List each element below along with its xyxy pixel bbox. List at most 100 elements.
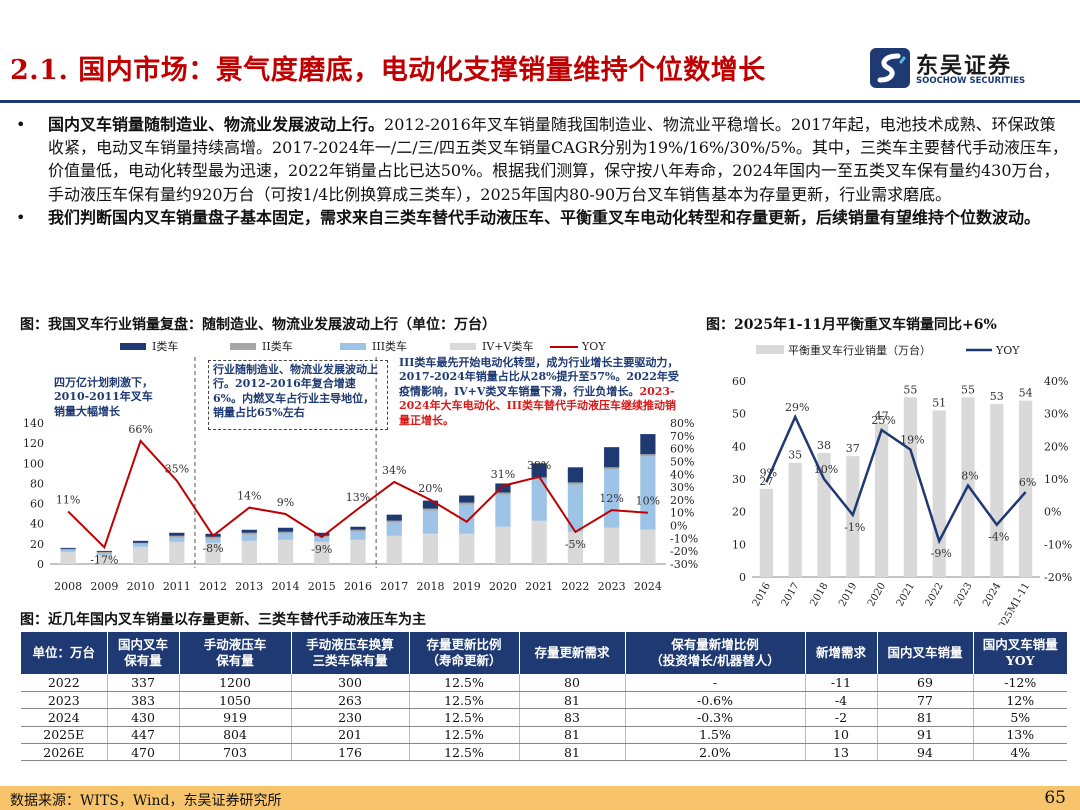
table-header-cell: 保有量新增比例 （投资增长/机器替人）	[624, 632, 805, 674]
bar-value-label: 53	[990, 390, 1004, 403]
bar-segment	[314, 532, 330, 536]
y2-tick-label: 30%	[1044, 408, 1068, 421]
left-chart-caption: 图：我国叉车行业销量复盘：随制造业、物流业发展波动上行（单位：万台）	[20, 317, 496, 333]
yoy-data-label: 12%	[599, 492, 623, 505]
y2-tick-label: -20%	[670, 545, 698, 558]
bar-value-label: 38	[817, 439, 831, 452]
table-header-cell: 存量更新需求	[518, 632, 625, 674]
yoy-data-label: -8%	[202, 542, 223, 555]
bar-value-label: 27	[759, 475, 773, 488]
bar-segment	[277, 533, 294, 540]
footer-bar: 数据来源：WITS，Wind，东吴证券研究所 65	[0, 786, 1080, 810]
table-cell: -0.6%	[624, 691, 805, 710]
yoy-data-label: 25%	[871, 414, 895, 427]
x-tick-label: 2024	[981, 581, 1003, 609]
bar-segment	[60, 551, 76, 564]
table-cell: 2024	[21, 708, 107, 727]
table-cell: 2022	[21, 674, 107, 692]
bar-segment	[459, 533, 475, 564]
x-tick-label: 2020	[866, 581, 888, 609]
y-tick-label: 80	[30, 477, 44, 490]
page-number: 65	[1044, 788, 1066, 808]
y2-tick-label: 60%	[670, 443, 694, 456]
bullet-lead: 国内叉车销量随制造业、物流业发展波动上行。	[48, 115, 385, 134]
legend-swatch	[450, 343, 476, 350]
x-tick-label: 2014	[272, 580, 300, 593]
table-row: 2022 337 1200 300 12.5% 80- -11 69 -12%	[21, 674, 1067, 692]
table-row: 2025E 447 804 201 12.5% 81 1.5% 10 91 13%	[21, 726, 1067, 745]
yoy-data-label: -4%	[988, 531, 1009, 544]
data-source: 数据来源：WITS，Wind，东吴证券研究所	[10, 793, 282, 809]
bar-value-label: 55	[961, 383, 975, 396]
table-cell: 2025E	[21, 726, 107, 745]
table-cell: 383	[106, 691, 179, 710]
y2-tick-label: 40%	[670, 468, 694, 481]
y2-tick-label: 30%	[670, 481, 694, 494]
table-row: 2026E 470 703 176 12.5% 81 2.0% 13 94 4%	[21, 743, 1067, 762]
table-cell: 1.5%	[624, 726, 805, 745]
bar	[788, 462, 802, 577]
yoy-data-label: 38%	[527, 459, 551, 472]
table-cell: 4%	[972, 743, 1067, 762]
yoy-data-label: -9%	[931, 547, 952, 560]
bar-segment	[386, 535, 402, 564]
table-cell: 69	[876, 674, 973, 692]
bar-segment	[640, 529, 656, 564]
y2-tick-label: 0%	[1044, 506, 1061, 519]
x-tick-label: 2016	[751, 581, 773, 609]
bar-segment	[241, 534, 257, 541]
bar-segment	[132, 546, 149, 564]
bar-segment	[640, 454, 656, 457]
y-tick-label: 40	[30, 518, 44, 531]
yoy-data-label: 9%	[277, 496, 294, 509]
x-tick-label: 2018	[416, 580, 444, 593]
table-cell: 12.5%	[408, 743, 519, 762]
bar-value-label: 55	[903, 383, 917, 396]
y2-tick-label: 10%	[670, 507, 694, 520]
annotation-text: III类车最先开始电动化转型，成为行业增长主要驱动力，2017-2024年销量占…	[399, 356, 679, 398]
x-tick-label: 2013	[235, 580, 263, 593]
bar-segment	[205, 538, 221, 543]
y2-tick-label: 50%	[670, 455, 694, 468]
yoy-data-label: 66%	[128, 423, 152, 436]
y2-tick-label: 20%	[670, 494, 694, 507]
legend-label: YOY	[581, 340, 606, 353]
table-cell: -12%	[972, 674, 1067, 692]
x-tick-label: 2020	[489, 580, 517, 593]
x-tick-label: 2012	[199, 580, 227, 593]
table-header-cell: 手动液压车换算 三类车保有量	[290, 632, 409, 674]
table-cell: 703	[178, 743, 291, 762]
logo-subtext: SOOCHOW SECURITIES	[916, 76, 1026, 86]
bullet-item: • 我们判断国内叉车销量盘子基本固定，需求来自三类车替代手动液压车、平衡重叉车电…	[14, 206, 1070, 229]
legend-label: YOY	[995, 344, 1020, 357]
bar-segment	[132, 543, 149, 547]
table-cell: 77	[876, 691, 973, 710]
x-tick-label: 2023	[598, 580, 626, 593]
bar-value-label: 37	[846, 442, 860, 455]
y-tick-label: 140	[23, 417, 44, 430]
legend-label: I类车	[152, 339, 178, 353]
table-caption: 图：近几年国内叉车销量以存量更新、三类车替代手动液压车为主	[20, 612, 426, 628]
table-cell: -4	[804, 691, 877, 710]
table-cell: 13	[804, 743, 877, 762]
bullet-list: • 国内叉车销量随制造业、物流业发展波动上行。2012-2016年叉车销量随我国…	[14, 113, 1070, 229]
page-title: 2.1. 国内市场：景气度磨底，电动化支撑销量维持个位数增长	[10, 55, 766, 86]
bar	[874, 423, 889, 577]
yoy-data-label: 29%	[785, 401, 809, 414]
table-header-row: 单位：万台 国内叉车 保有量 手动液压车 保有量 手动液压车换算 三类车保有量 存量更…	[21, 632, 1067, 674]
bar-segment	[350, 529, 366, 532]
bullet-dot: •	[16, 115, 26, 134]
bar-segment	[567, 531, 584, 564]
y-tick-label: 60	[732, 375, 746, 388]
bar-segment	[241, 532, 257, 535]
table-cell: 12.5%	[408, 691, 519, 710]
bar	[759, 488, 774, 577]
y-tick-label: 120	[23, 437, 44, 450]
bar-segment	[495, 494, 511, 527]
x-tick-label: 2011	[163, 580, 191, 593]
legend-swatch	[756, 345, 784, 354]
x-tick-label: 2008	[54, 580, 82, 593]
table-cell: 81	[518, 743, 625, 762]
legend-label: III类车	[372, 339, 407, 353]
bar-segment	[169, 541, 185, 564]
